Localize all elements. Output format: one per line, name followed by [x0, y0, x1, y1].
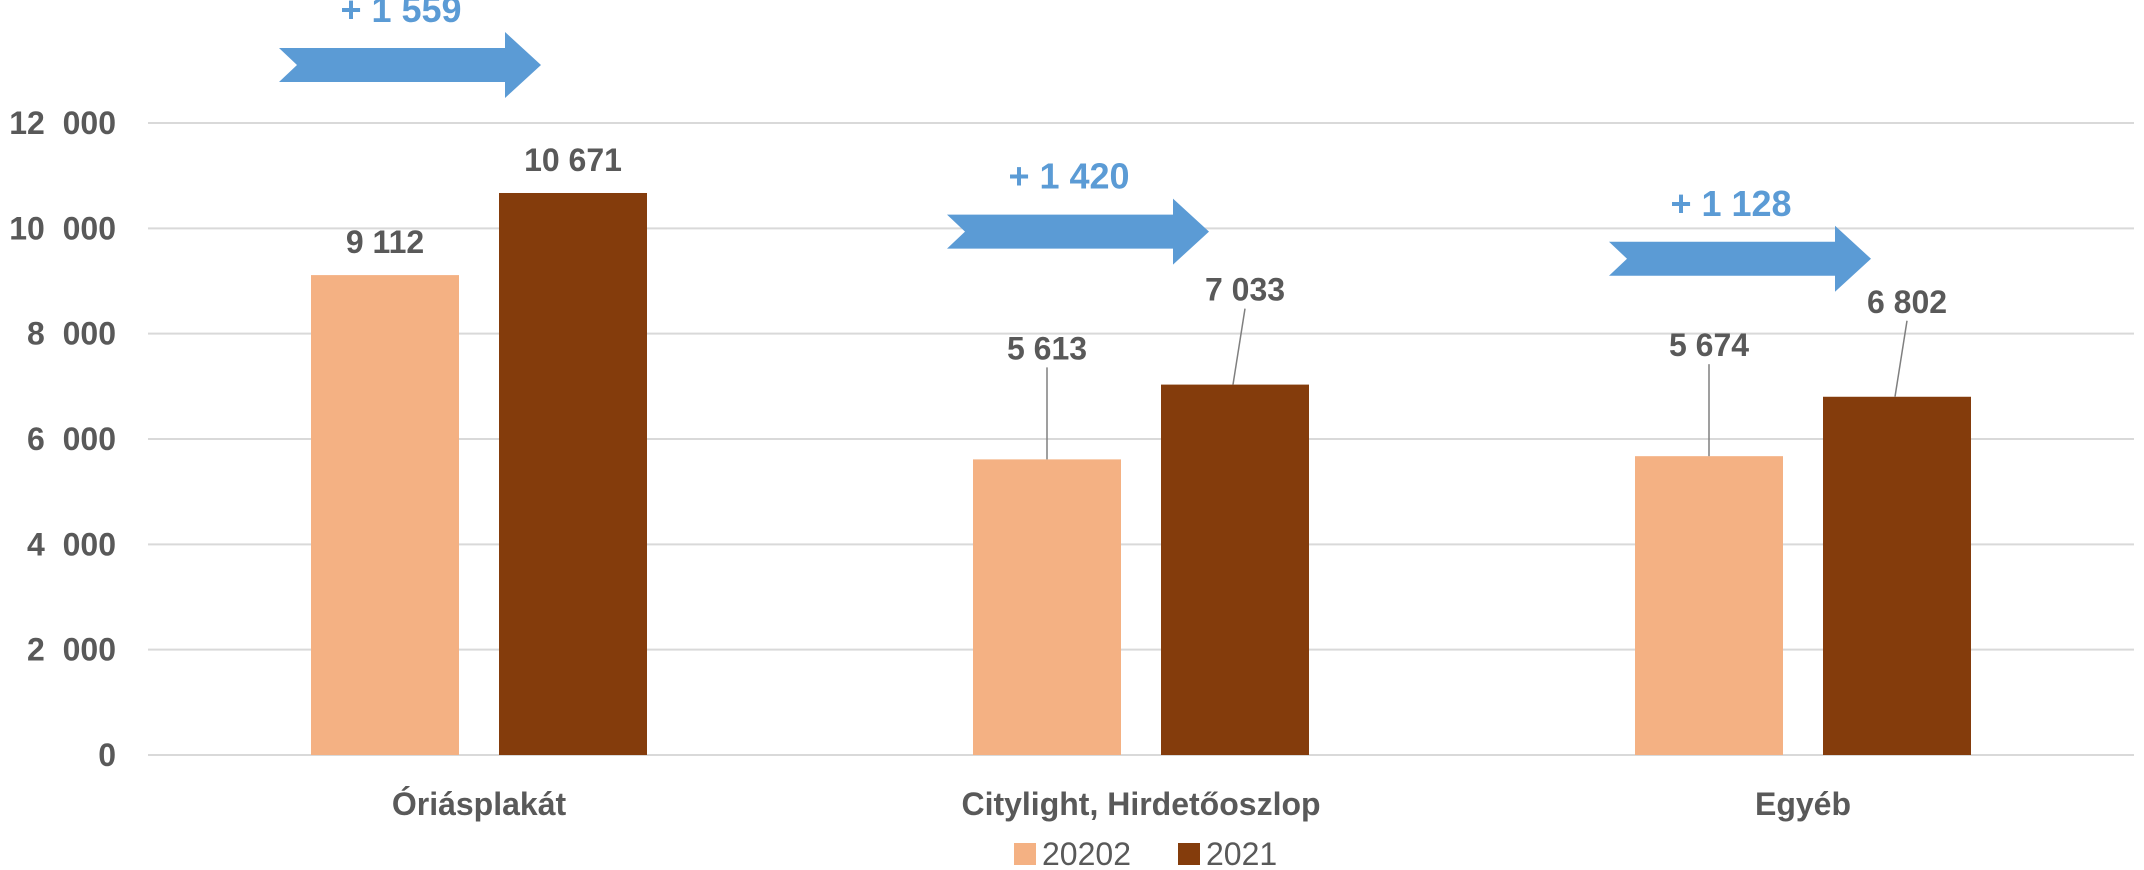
y-tick-label: 10 000	[9, 210, 116, 246]
leader-line	[1232, 308, 1246, 385]
change-annotations: + 1 559 + 1 420 + 1 128	[279, 0, 1871, 292]
data-label: 9 112	[346, 224, 424, 260]
legend-label: 20202	[1042, 836, 1131, 870]
arrow-right-icon	[947, 198, 1209, 265]
bars	[311, 192, 1971, 755]
data-label: 5 613	[1007, 330, 1087, 366]
category-labels: Óriásplakát Citylight, Hirdetőoszlop Egyéb	[392, 786, 1851, 822]
category-label: Egyéb	[1755, 786, 1851, 822]
arrow-right-icon	[279, 31, 541, 98]
category-label: Citylight, Hirdetőoszlop	[961, 786, 1320, 822]
legend-swatch	[1014, 843, 1036, 865]
y-axis-ticks: 0 2 000 4 000 6 000 8 000 10 000 12 000	[9, 105, 116, 773]
change-label: + 1 559	[340, 0, 461, 30]
data-label: 10 671	[524, 142, 622, 178]
leader-line	[1894, 320, 1908, 397]
bar-2021-0	[499, 192, 647, 755]
change-label: + 1 128	[1670, 183, 1791, 224]
data-label: 5 674	[1669, 327, 1749, 363]
data-label: 6 802	[1867, 284, 1947, 320]
y-tick-label: 12 000	[9, 105, 116, 141]
y-tick-label: 8 000	[27, 316, 116, 352]
data-label: 7 033	[1205, 272, 1285, 308]
bar-20202-1	[973, 459, 1121, 755]
category-label: Óriásplakát	[392, 786, 567, 822]
y-tick-label: 4 000	[27, 526, 116, 562]
change-label: + 1 420	[1008, 156, 1129, 197]
y-tick-label: 0	[98, 737, 116, 773]
y-tick-label: 2 000	[27, 632, 116, 668]
bar-20202-0	[311, 275, 459, 755]
bar-2021-2	[1823, 396, 1971, 755]
legend-swatch	[1178, 843, 1200, 865]
bar-2021-1	[1161, 384, 1309, 755]
legend-label: 2021	[1206, 836, 1277, 870]
y-tick-label: 6 000	[27, 421, 116, 457]
data-labels: 9 112 10 671 5 613 7 033 5 674 6 802	[346, 142, 1947, 366]
bar-20202-2	[1635, 456, 1783, 755]
arrow-right-icon	[1609, 225, 1871, 292]
leader-lines	[1046, 308, 1908, 460]
legend: 20202 2021	[1014, 836, 1277, 870]
